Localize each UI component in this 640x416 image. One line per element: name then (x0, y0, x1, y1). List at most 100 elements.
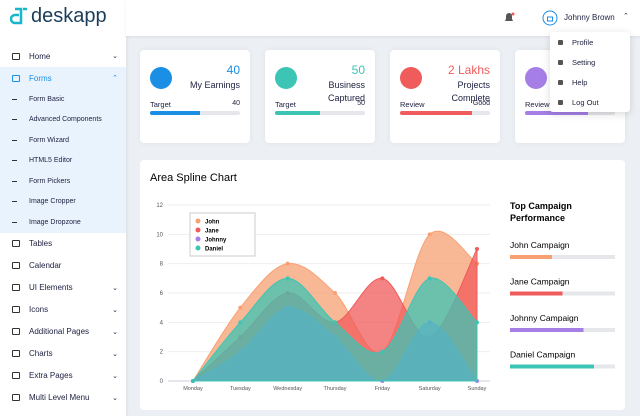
campaign-name: Jane Campaign (510, 277, 570, 287)
nav-icon (12, 284, 20, 291)
menu-item[interactable]: Profile (550, 32, 630, 52)
nav-item[interactable]: Multi Level Menu ⌄ (0, 387, 126, 409)
progress-fill (275, 111, 320, 115)
campaign-title: Top Campaign Performance (510, 201, 572, 223)
point (238, 320, 243, 325)
y-tick-label: 0 (160, 379, 164, 385)
card-label: My Earnings (189, 80, 240, 90)
nav-icon (12, 306, 20, 313)
x-tick-label: Monday (183, 386, 203, 392)
nav-icon (12, 74, 20, 82)
y-tick-label: 4 (160, 320, 164, 326)
nav-subitem[interactable]: Advanced Components (0, 109, 126, 130)
point (475, 320, 479, 325)
point (333, 320, 337, 325)
nav-label: Calendar (29, 261, 62, 270)
nav-subitem[interactable]: Form Wizard (0, 130, 126, 151)
card-icon (525, 67, 547, 89)
progress-label: Target (275, 100, 296, 109)
campaign-bar (510, 328, 584, 332)
x-tick-label: Sunday (468, 386, 487, 392)
sidebar: deskapp Home ⌄ Forms ⌃ Form Basic Advanced Co… (0, 0, 126, 416)
point (427, 276, 432, 281)
nav-label: Additional Pages (29, 327, 90, 336)
nav-label: Extra Pages (29, 371, 73, 380)
chart-card: Area Spline Chart 0 2 4 6 8 10 12 Monday Tuesday W… (140, 160, 625, 410)
legend-swatch (195, 236, 201, 242)
nav-label: Forms (29, 73, 52, 83)
card-label: Business Captured (327, 80, 365, 103)
nav-label: Icons (29, 305, 49, 314)
nav-item[interactable]: Home ⌄ (0, 45, 126, 67)
nav-label: Home (29, 51, 51, 61)
point (333, 291, 337, 295)
progress-track (525, 111, 615, 115)
y-tick-label: 2 (160, 350, 164, 356)
nav-item[interactable]: Calendar (0, 255, 126, 277)
legend-swatch (195, 218, 201, 224)
nav-item[interactable]: UI Elements ⌄ (0, 277, 126, 299)
nav-icon (12, 350, 20, 357)
card-icon (400, 67, 422, 89)
user-name[interactable]: Johnny Brown (564, 13, 615, 22)
nav-subitem[interactable]: HTML5 Editor (0, 150, 126, 171)
nav-subitem[interactable]: Image Cropper (0, 191, 126, 212)
campaign-bar (510, 364, 594, 369)
point (475, 247, 479, 251)
menu-item[interactable]: Setting (550, 52, 630, 72)
chevron: ⌄ (112, 284, 118, 292)
nav-item[interactable]: Additional Pages ⌄ (0, 321, 126, 343)
nav-item[interactable]: Icons ⌄ (0, 299, 126, 321)
y-tick-label: 12 (156, 203, 163, 209)
card-icon (150, 67, 172, 89)
nav-subitem[interactable]: Form Basic (0, 89, 126, 110)
nav-label: UI Elements (29, 283, 73, 292)
x-tick-label: Thursday (324, 386, 347, 392)
nav: Home ⌄ Forms ⌃ Form Basic Advanced Components… (0, 45, 126, 409)
x-tick-label: Tuesday (230, 386, 251, 392)
card-value: 40 (226, 63, 240, 77)
campaign-track (510, 255, 615, 259)
nav-item[interactable]: Forms ⌃ (0, 67, 126, 89)
chevron: ⌃ (623, 13, 629, 20)
chart-title: Area Spline Chart (150, 172, 237, 184)
campaign-bar (510, 255, 552, 259)
point (238, 305, 243, 310)
x-tick-label: Wednesday (273, 386, 302, 392)
user-menu: Profile Setting Help Log Out (550, 32, 630, 112)
nav-item[interactable]: Tables (0, 233, 126, 255)
user-avatar[interactable] (542, 10, 558, 26)
x-tick-label: Friday (375, 386, 391, 392)
nav-subitem[interactable]: Form Pickers (0, 171, 126, 192)
y-tick-label: 6 (160, 291, 164, 297)
point (427, 232, 432, 237)
point (285, 276, 290, 281)
progress-label: Review (400, 100, 425, 109)
nav-subitem[interactable]: Image Dropzone (0, 212, 126, 233)
campaign-name: Johnny Campaign (510, 313, 579, 323)
nav-item[interactable]: Extra Pages ⌄ (0, 365, 126, 387)
menu-item[interactable]: Help (550, 72, 630, 92)
nav-icon (12, 52, 20, 60)
bell-icon[interactable] (503, 12, 515, 24)
card-label: Projects Complete (451, 80, 490, 103)
chevron: ⌄ (112, 53, 118, 60)
stat-card: 40 My Earnings Target 40 (140, 50, 250, 143)
stat-card: 50 Business Captured Target 50 (265, 50, 375, 143)
nav-item[interactable]: Charts ⌄ (0, 343, 126, 365)
progress-fill (150, 111, 200, 115)
legend-label: John (205, 220, 220, 226)
header: Johnny Brown ⌃ (126, 0, 640, 36)
legend-label: Daniel (205, 247, 223, 253)
card-value: 2 Lakhs (447, 63, 490, 77)
progress-text: 40 (232, 100, 240, 107)
progress-fill (400, 111, 472, 115)
menu-item[interactable]: Log Out (550, 92, 630, 112)
brand: deskapp (31, 5, 107, 27)
campaign-name: Daniel Campaign (510, 350, 575, 360)
nav-icon (12, 372, 20, 379)
chevron: ⌃ (112, 75, 118, 82)
chevron: ⌄ (112, 350, 118, 358)
nav-label: Multi Level Menu (29, 393, 90, 402)
